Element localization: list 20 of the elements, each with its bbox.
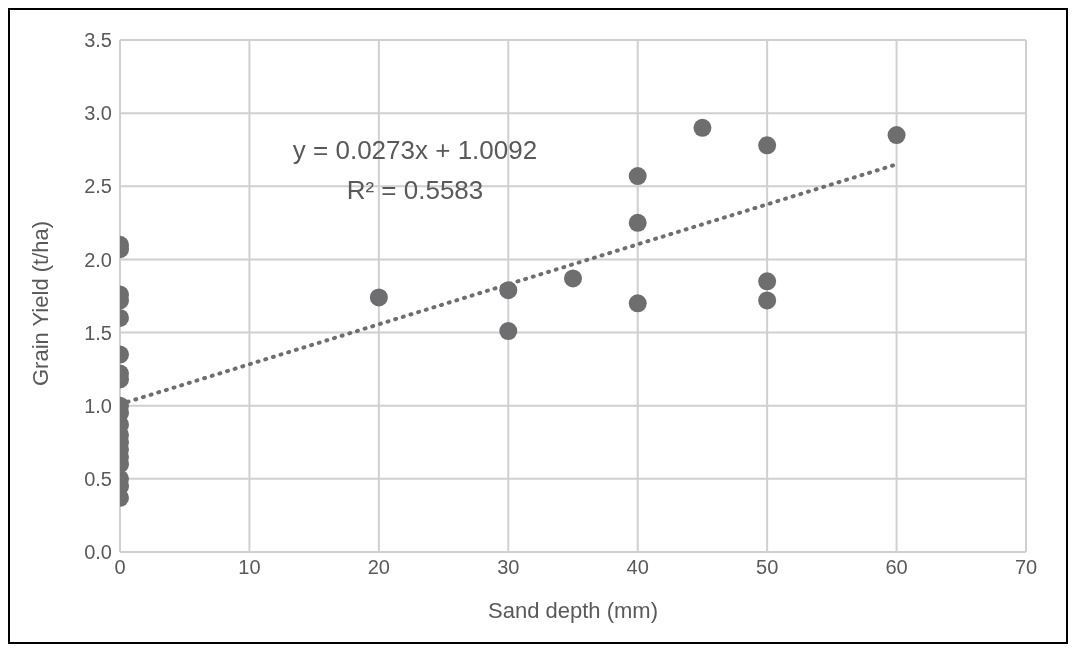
x-tick-label: 30	[497, 556, 520, 579]
y-tick-label: 2.0	[84, 248, 112, 271]
y-tick-label: 3.0	[84, 102, 112, 125]
y-tick-label: 0.0	[84, 541, 112, 564]
x-tick-label: 0	[114, 556, 126, 579]
y-tick-label: 0.5	[84, 467, 112, 490]
x-tick-label: 60	[885, 556, 908, 579]
y-axis-title: Grain Yield (t/ha)	[27, 220, 53, 386]
x-tick-label: 20	[367, 556, 390, 579]
annotation: y = 0.0273x + 1.0092	[291, 135, 539, 166]
x-tick-label: 70	[1014, 556, 1038, 579]
x-tick-label: 40	[626, 556, 649, 579]
x-axis-title: Sand depth (mm)	[488, 598, 658, 623]
y-tick-label: 3.5	[84, 29, 112, 52]
y-tick-label: 1.5	[84, 321, 112, 344]
x-tick-label: 50	[756, 556, 779, 579]
x-tick-label: 10	[238, 556, 261, 579]
y-tick-label: 1.0	[84, 394, 112, 417]
y-tick-label: 2.5	[84, 175, 112, 198]
annotation: R² = 0.5583	[345, 175, 485, 206]
